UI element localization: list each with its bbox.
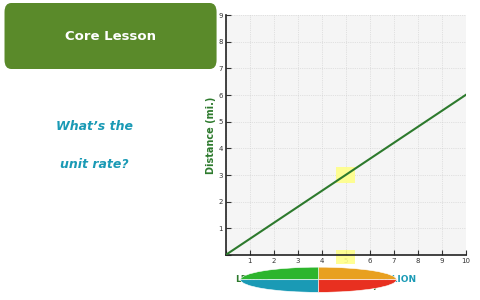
Text: Core Lesson: Core Lesson	[65, 30, 156, 43]
Text: unit rate?: unit rate?	[60, 158, 129, 172]
Wedge shape	[240, 267, 319, 280]
Text: ZILLION: ZILLION	[376, 275, 417, 284]
Text: What’s the: What’s the	[56, 119, 133, 133]
Wedge shape	[240, 280, 319, 292]
Wedge shape	[319, 267, 396, 280]
FancyBboxPatch shape	[4, 3, 216, 69]
Y-axis label: Distance (mi.): Distance (mi.)	[205, 96, 216, 174]
Text: LEARN: LEARN	[235, 275, 268, 284]
Wedge shape	[319, 280, 396, 292]
Bar	[336, 167, 355, 183]
Bar	[336, 250, 355, 264]
X-axis label: Time (min.): Time (min.)	[314, 280, 377, 290]
